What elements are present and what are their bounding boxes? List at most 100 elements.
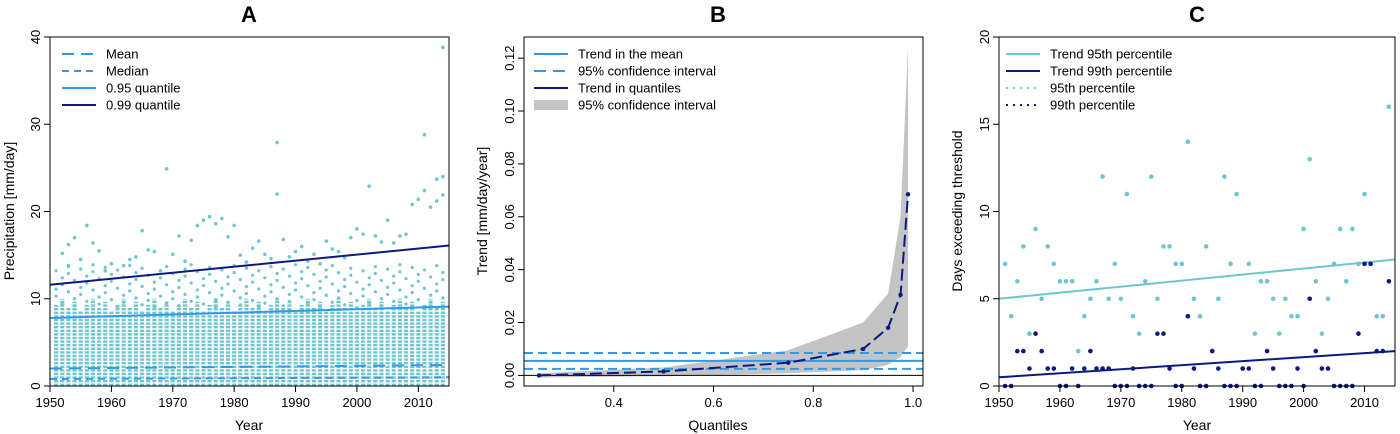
panel-c-point-99th <box>1386 279 1392 284</box>
panel-a-point <box>441 45 445 50</box>
panel-a-point <box>392 299 396 303</box>
panel-a-point <box>189 281 193 285</box>
panel-a-point <box>121 263 126 268</box>
panel-a-point <box>158 269 163 273</box>
panel-a-point <box>343 284 347 289</box>
panel-a-point <box>404 295 408 299</box>
panel-a-point <box>404 302 408 306</box>
panel-a-point <box>207 214 212 219</box>
panel-a-point <box>208 291 212 295</box>
panel-a-point <box>72 278 77 283</box>
panel-c-point-95th <box>1295 313 1300 319</box>
panel-a-point <box>134 277 138 282</box>
panel-c-point-99th <box>1039 348 1044 354</box>
panel-c-ytick-label: 10 <box>977 204 992 218</box>
panel-a-point <box>152 249 157 254</box>
panel-a-point <box>72 304 77 308</box>
panel-a-point <box>361 232 365 236</box>
panel-a-xtick-label: 2000 <box>342 395 371 410</box>
panel-a-point <box>109 272 113 276</box>
panel-a-point <box>115 268 120 272</box>
panel-a-point <box>386 285 390 290</box>
panel-a-point <box>164 166 169 171</box>
panel-c-xtick-label: 1960 <box>1045 395 1074 410</box>
panel-a-point <box>250 280 255 284</box>
panel-c-point-99th <box>1185 313 1191 319</box>
panel-a-point <box>379 304 384 308</box>
panel-a-point <box>361 269 365 273</box>
panel-a-point <box>348 235 353 240</box>
panel-c-point-99th <box>1051 366 1057 371</box>
panel-a-point <box>165 301 169 305</box>
panel-a-point <box>306 284 310 288</box>
panel-a-point <box>115 305 120 309</box>
panel-c-ytick-label: 0 <box>977 382 992 389</box>
panel-a-point <box>250 273 255 277</box>
panel-a-point <box>183 292 187 296</box>
panel-c-point-99th <box>1325 366 1331 371</box>
panel-a-point <box>441 296 445 300</box>
panel-a-point <box>398 270 402 274</box>
panel-a-point <box>398 263 402 267</box>
panel-a-point <box>269 264 273 269</box>
panel-c-ytick-label: 5 <box>977 295 992 302</box>
panel-a-point <box>171 290 175 294</box>
panel-c-line-trend-99th-percentile <box>998 350 1396 379</box>
panel-a-point <box>324 275 328 279</box>
panel-a-point <box>54 269 58 273</box>
panel-a-point <box>244 266 249 270</box>
panel-b-ytick-label: 0.02 <box>502 310 517 335</box>
panel-a-point <box>293 281 298 285</box>
panel-a-point <box>189 238 193 243</box>
panel-c-point-95th <box>1075 348 1081 354</box>
panel-a-point <box>416 279 420 283</box>
panel-a-point <box>349 273 353 277</box>
panel-c-point-99th <box>1014 348 1020 354</box>
panel-c-point-99th <box>1216 366 1221 371</box>
panel-b-axes: 0.4 0.6 0.8 1.0 0.00 0.02 0.04 0.06 0.08 0.10 0.12 <box>502 45 922 410</box>
panel-a-point <box>66 264 71 269</box>
panel-a-point <box>422 188 427 193</box>
panel-a-point <box>306 302 310 306</box>
panel-a-point <box>256 239 261 243</box>
panel-c-point-95th <box>1252 331 1258 336</box>
panel-c-point-95th <box>1014 279 1020 284</box>
panel-c-point-95th <box>1027 331 1032 336</box>
panel-a-point <box>177 278 181 283</box>
panel-a-point <box>97 302 101 306</box>
panel-a-point <box>435 289 439 293</box>
panel-a-point <box>158 294 163 298</box>
panel-a-point <box>422 268 427 272</box>
panel-c-point-95th <box>1142 279 1148 284</box>
panel-a-point <box>60 301 64 305</box>
panel-a-point <box>293 288 298 292</box>
panel-c-point-95th <box>1222 174 1227 179</box>
panel-a-point <box>103 284 107 288</box>
panel-a-point <box>434 199 439 203</box>
panel-a-point <box>318 279 322 283</box>
panel-c-point-95th <box>1234 191 1239 197</box>
panel-a-point <box>318 286 322 290</box>
panel-b-frame <box>523 36 924 387</box>
panel-c-point-95th <box>1270 296 1276 302</box>
panel-c-point-99th <box>1106 366 1111 371</box>
panel-c-point-95th <box>1301 226 1306 232</box>
panel-c-point-99th <box>1240 366 1245 371</box>
panel-a-point <box>435 263 439 268</box>
panel-a-line-median <box>49 376 450 381</box>
panel-a-point <box>275 192 279 196</box>
panel-c-point-95th <box>1228 261 1233 267</box>
panel-a-point <box>54 294 58 298</box>
panel-a-point <box>428 205 433 209</box>
panel-b-quantile-point <box>536 373 542 378</box>
panel-a-point <box>300 295 304 299</box>
panel-a-point <box>134 296 138 300</box>
panel-c-point-95th <box>1276 331 1282 336</box>
panel-a-point <box>232 289 236 293</box>
panel-a-point <box>367 184 372 188</box>
panel-a-legend-label: Mean <box>106 47 139 62</box>
panel-a-point <box>128 289 132 293</box>
panel-a-point <box>183 259 187 264</box>
panel-a-xlabel: Year <box>235 417 264 433</box>
panel-a-point <box>343 277 347 282</box>
